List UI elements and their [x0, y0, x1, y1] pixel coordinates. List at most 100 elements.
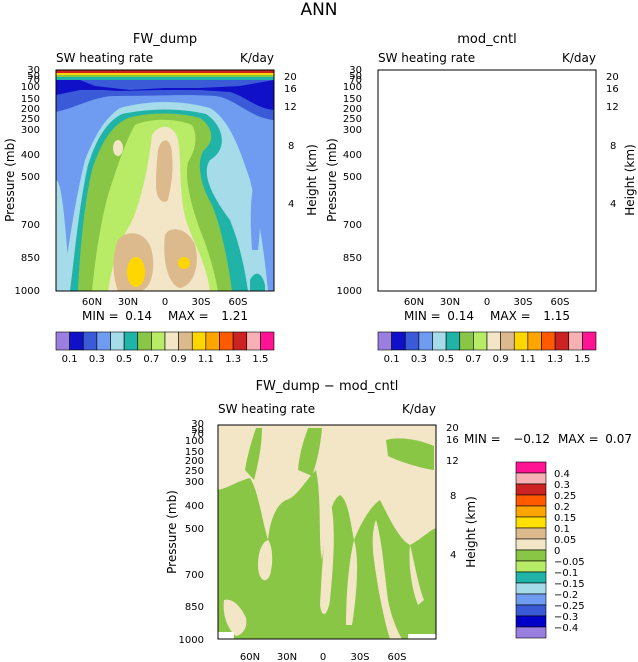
panel-c-colorbar: 0.40.30.250.20.150.10.050−0.05−0.1−0.15−… [515, 461, 585, 639]
panel-b-height-ticks: 20 16 12 8 4 [606, 72, 619, 210]
panel-b-y-ticks: 30 50 70 100 150 200 250 300 400 500 700… [337, 65, 362, 297]
colorbar-swatch [515, 516, 547, 529]
panel-b-title: mod_cntl [457, 32, 516, 47]
colorbar-swatch [527, 331, 542, 351]
colorbar-swatch [568, 331, 583, 351]
x-tick: 0 [320, 652, 326, 662]
x-tick: 0 [484, 297, 490, 308]
height-tick: 12 [446, 456, 459, 467]
colorbar-label: 0.1 [554, 524, 570, 535]
y-tick: 250 [21, 114, 40, 125]
panel-a-frame [55, 69, 275, 292]
panel-a-ylabel-right: Height (km) [305, 144, 319, 215]
y-tick: 30 [191, 419, 204, 430]
colorbar-swatch [69, 331, 84, 351]
height-tick: 8 [610, 141, 616, 152]
panel-a-y-ticks: 30 50 70 100 150 200 250 300 400 500 700… [15, 65, 40, 297]
colorbar-swatch [418, 331, 433, 351]
panel-b-ylabel-right: Height (km) [623, 144, 637, 215]
panel-fw-dump: FW_dump SW heating rate K/day [3, 32, 319, 365]
colorbar-swatch [515, 549, 547, 562]
y-tick: 400 [343, 150, 362, 161]
y-tick: 100 [185, 436, 204, 447]
panel-b-max-value: 1.15 [543, 309, 570, 323]
colorbar-swatch [486, 331, 501, 351]
height-tick: 4 [288, 199, 294, 210]
x-tick: 30S [191, 297, 210, 308]
panel-b-max-label: MAX = [490, 309, 531, 323]
colorbar-swatch [513, 331, 529, 351]
height-tick: 16 [284, 84, 297, 95]
panel-a-contours [56, 70, 274, 291]
colorbar-swatch [445, 331, 461, 351]
height-tick: 4 [450, 550, 456, 561]
y-tick: 30 [27, 65, 40, 76]
y-tick: 150 [343, 94, 362, 105]
panel-a-ylabel: Pressure (mb) [3, 138, 17, 222]
colorbar-label: 0.1 [62, 354, 78, 365]
y-tick: 70 [349, 75, 362, 86]
main-title: ANN [300, 0, 337, 20]
height-tick: 16 [446, 435, 459, 446]
colorbar-swatch [541, 331, 556, 351]
colorbar-label: 0.15 [554, 513, 576, 524]
height-tick: 20 [606, 72, 619, 83]
colorbar-swatch [515, 604, 547, 617]
height-tick: 12 [284, 102, 297, 113]
colorbar-label: 0.3 [554, 480, 570, 491]
panel-b-subtitle: SW heating rate [378, 51, 475, 65]
colorbar-swatch [164, 331, 179, 351]
panel-c-frame [217, 424, 437, 640]
colorbar-label: −0.1 [554, 568, 578, 579]
y-tick: 150 [185, 447, 204, 458]
x-tick: 30N [277, 652, 297, 662]
x-tick: 60S [387, 652, 406, 662]
colorbar-label: −0.05 [554, 557, 585, 568]
colorbar-swatch [515, 483, 547, 496]
height-tick: 8 [450, 491, 456, 502]
panel-c-x-ticks: 60N 30N 0 30S 60S [240, 652, 407, 662]
panel-a-max-value: 1.21 [221, 309, 248, 323]
colorbar-swatch [246, 331, 261, 351]
colorbar-swatch [391, 331, 406, 351]
x-tick: 30S [350, 652, 369, 662]
colorbar-swatch [55, 331, 70, 351]
y-tick: 1000 [337, 286, 362, 297]
y-tick: 400 [21, 150, 40, 161]
y-tick: 100 [21, 82, 40, 93]
x-tick: 30N [440, 297, 460, 308]
colorbar-swatch [554, 331, 570, 351]
y-tick: 850 [343, 253, 362, 264]
y-tick: 700 [185, 570, 204, 581]
y-tick: 1000 [15, 286, 40, 297]
panel-b-x-ticks: 60N 30N 0 30S 60S [404, 297, 570, 308]
panel-a-x-ticks: 60N 30N 0 30S 60S [82, 297, 248, 308]
x-tick: 60N [82, 297, 102, 308]
colorbar-label: −0.4 [554, 623, 578, 634]
height-tick: 4 [610, 199, 616, 210]
height-tick: 16 [606, 84, 619, 95]
panel-mod-cntl: mod_cntl SW heating rate K/day [325, 32, 637, 365]
panel-b-colorbar: 0.1 0.3 0.5 0.7 0.9 1.1 1.3 1.5 [377, 331, 597, 365]
y-tick: 700 [343, 220, 362, 231]
colorbar-label: 0.2 [554, 502, 570, 513]
colorbar-label: 0.9 [171, 354, 187, 365]
colorbar-swatch [582, 331, 597, 351]
panel-c-subtitle: SW heating rate [218, 402, 315, 416]
colorbar-swatch [515, 538, 547, 551]
height-tick: 20 [284, 72, 297, 83]
y-tick: 250 [343, 114, 362, 125]
y-tick: 300 [185, 477, 204, 488]
colorbar-label: 0.7 [143, 354, 159, 365]
colorbar-label: 0.3 [89, 354, 105, 365]
colorbar-swatch [515, 494, 547, 507]
panel-a-height-ticks: 20 16 12 8 4 [284, 72, 297, 210]
height-tick: 20 [446, 423, 459, 434]
colorbar-swatch [151, 331, 166, 351]
colorbar-label: −0.2 [554, 590, 578, 601]
colorbar-swatch [404, 331, 420, 351]
panel-c-title: FW_dump − mod_cntl [256, 379, 399, 394]
colorbar-swatch [515, 560, 547, 573]
panel-difference: FW_dump − mod_cntl SW heating rate K/day… [165, 379, 632, 662]
